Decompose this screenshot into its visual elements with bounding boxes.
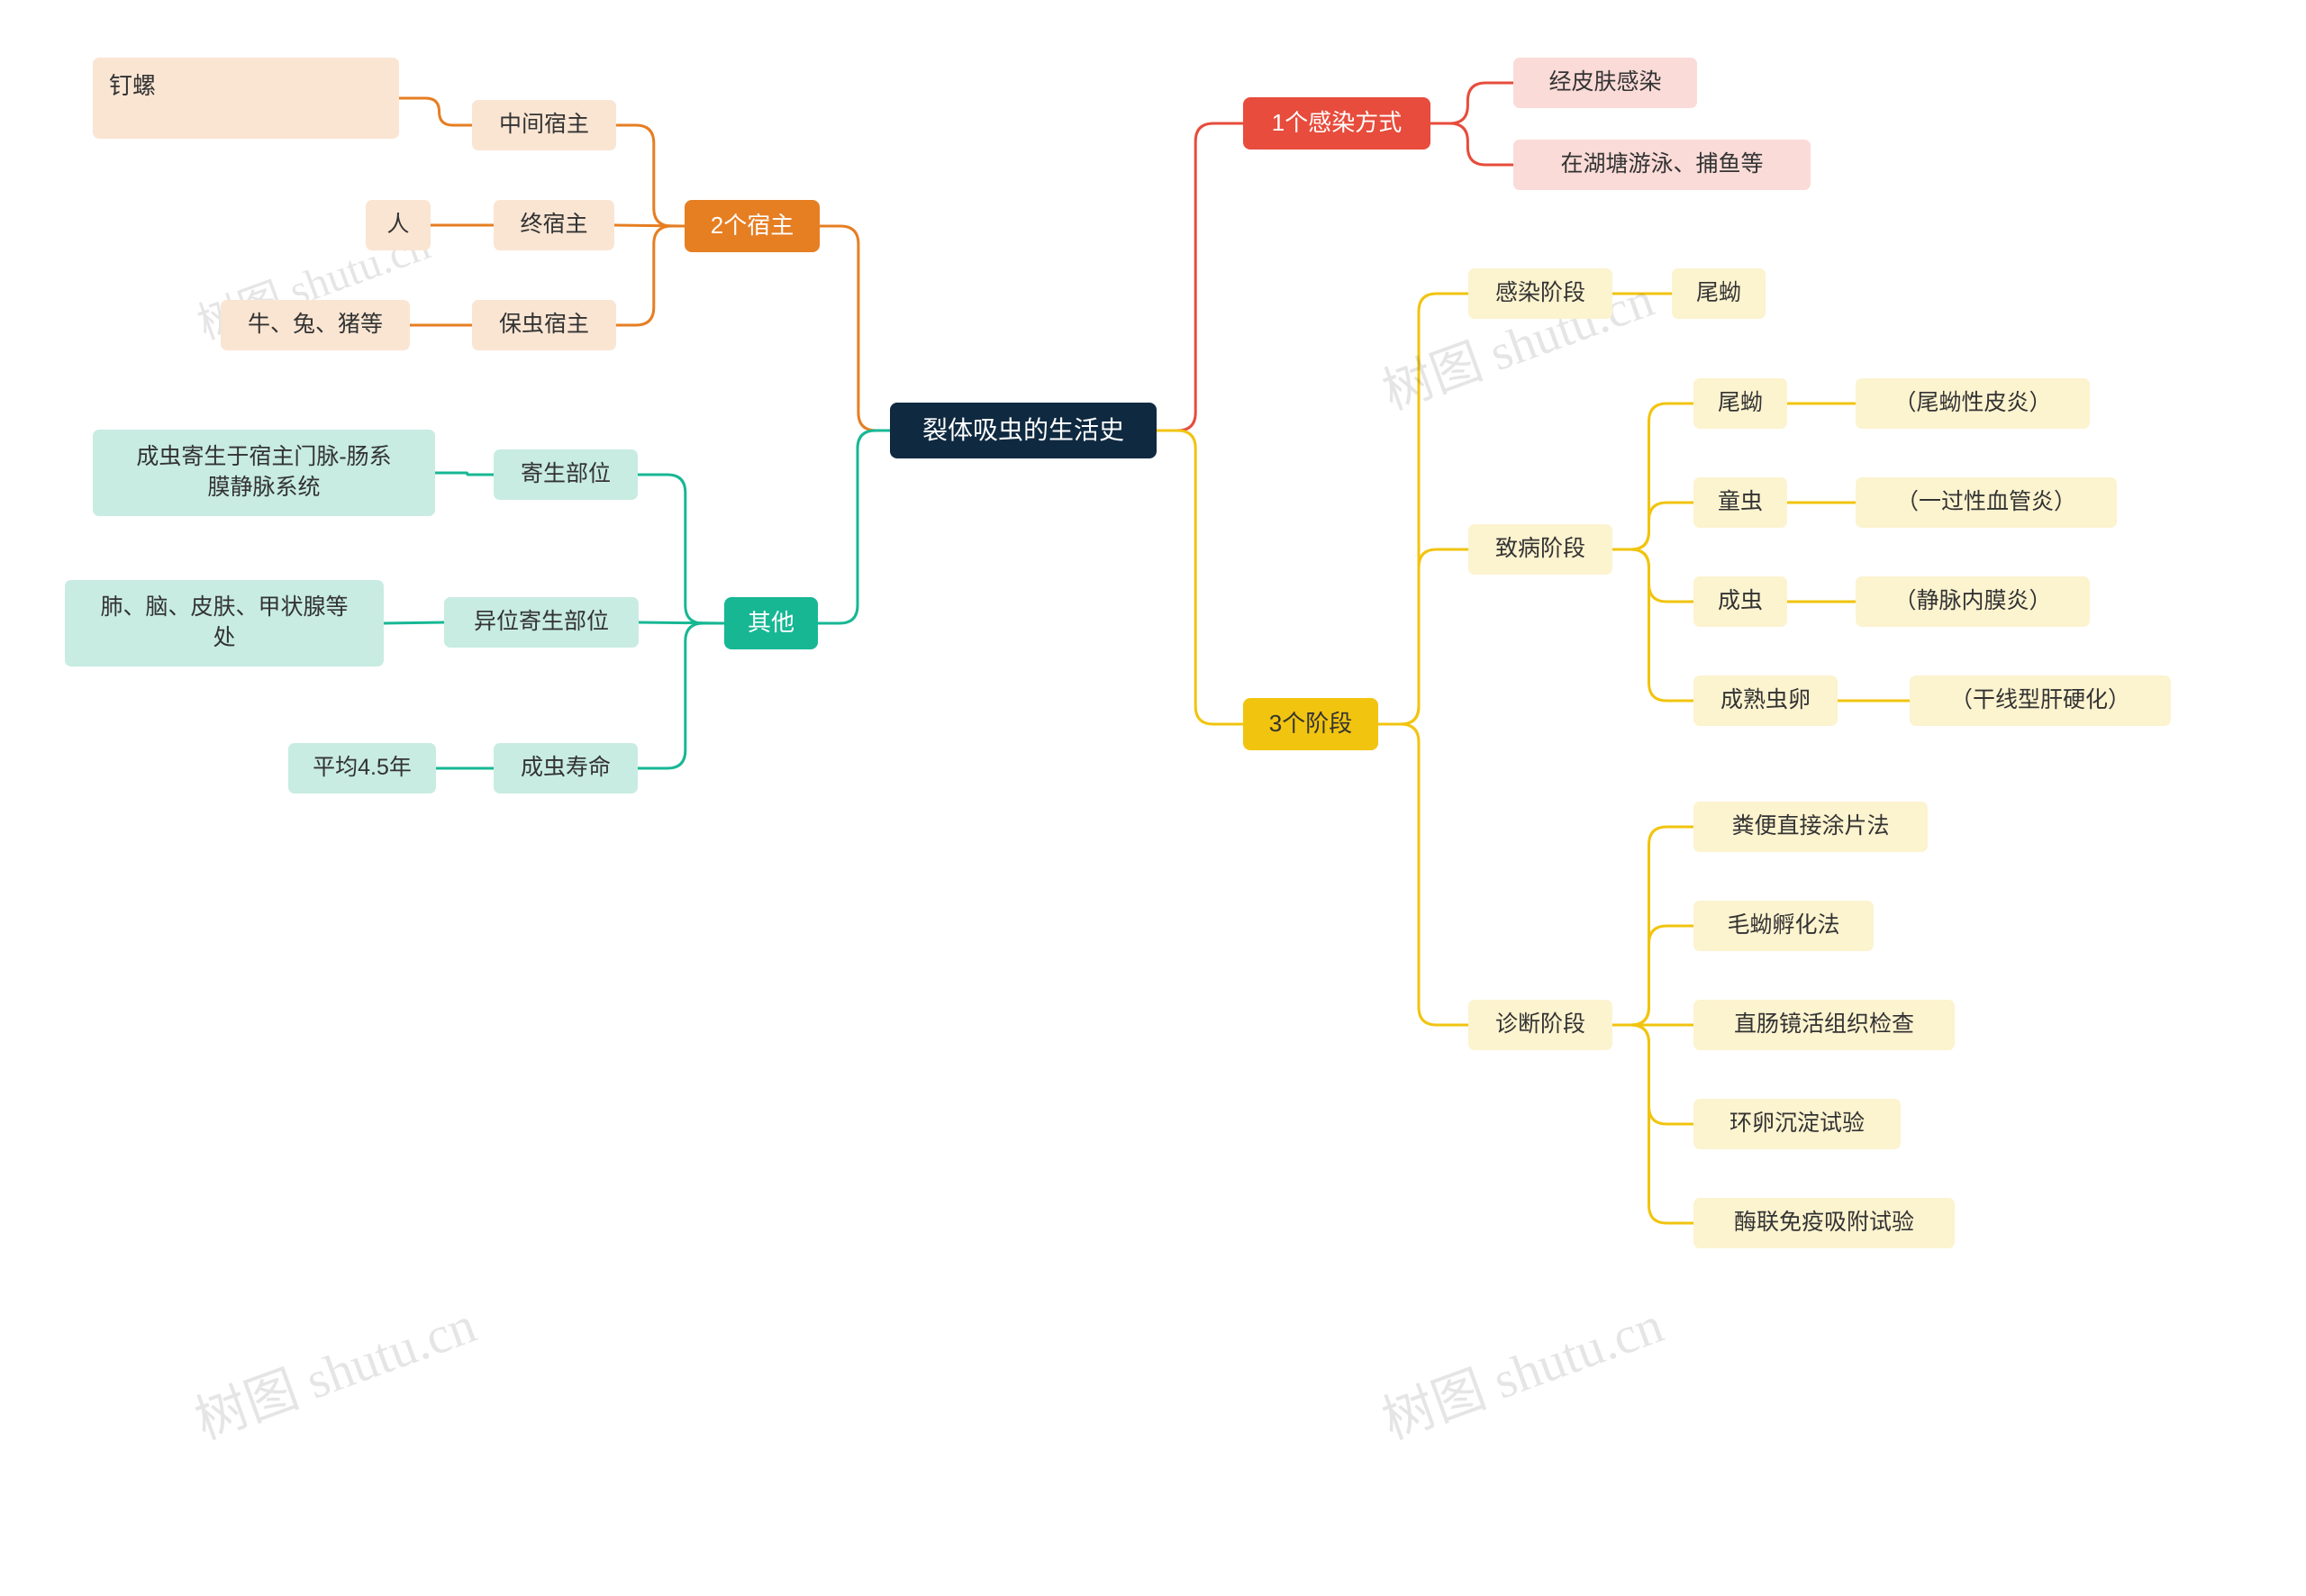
stage-pathogenic[interactable]: 致病阶段 [1468,524,1612,575]
stage-infection[interactable]: 感染阶段 [1468,268,1612,319]
leaf-skin-infection[interactable]: 经皮肤感染 [1513,58,1697,108]
host-reservoir[interactable]: 保虫宿主 [472,300,616,350]
leaf-path-adult-note[interactable]: （静脉内膜炎） [1856,576,2090,627]
branch-infection-method[interactable]: 1个感染方式 [1243,97,1430,150]
leaf-lifespan-detail[interactable]: 平均4.5年 [288,743,436,793]
host-definitive[interactable]: 终宿主 [494,200,614,250]
leaf-path-adult[interactable]: 成虫 [1693,576,1787,627]
host-intermediate[interactable]: 中间宿主 [472,100,616,150]
branch-three-stages[interactable]: 3个阶段 [1243,698,1378,750]
connectors-layer [0,0,2306,1596]
other-site[interactable]: 寄生部位 [494,449,638,500]
leaf-ectopic-detail[interactable]: 肺、脑、皮肤、甲状腺等 处 [65,580,384,667]
leaf-path-larva[interactable]: 童虫 [1693,477,1787,528]
leaf-diag-hatching[interactable]: 毛蚴孵化法 [1693,901,1874,951]
stage-diagnosis[interactable]: 诊断阶段 [1468,1000,1612,1050]
leaf-cattle-etc[interactable]: 牛、兔、猪等 [221,300,410,350]
other-lifespan[interactable]: 成虫寿命 [494,743,638,793]
leaf-diag-copt[interactable]: 环卵沉淀试验 [1693,1099,1901,1149]
leaf-path-egg-note[interactable]: （干线型肝硬化） [1910,676,2171,726]
leaf-site-detail[interactable]: 成虫寄生于宿主门脉-肠系 膜静脉系统 [93,430,435,516]
mindmap-canvas: { "canvas": { "width": 2560, "height": 1… [0,0,2306,1596]
leaf-path-cercaria-note[interactable]: （尾蚴性皮炎） [1856,378,2090,429]
leaf-oncomelania[interactable]: 钉螺 [93,58,399,139]
leaf-cercaria[interactable]: 尾蚴 [1672,268,1766,319]
watermark: 树图 shutu.cn [1370,1283,1672,1454]
watermark: 树图 shutu.cn [183,1283,485,1454]
branch-other[interactable]: 其他 [724,597,818,649]
root-node[interactable]: 裂体吸虫的生活史 [890,403,1157,458]
leaf-path-egg[interactable]: 成熟虫卵 [1693,676,1838,726]
branch-two-hosts[interactable]: 2个宿主 [685,200,820,252]
leaf-diag-rectoscopy[interactable]: 直肠镜活组织检查 [1693,1000,1955,1050]
leaf-path-cercaria[interactable]: 尾蚴 [1693,378,1787,429]
leaf-water-activities[interactable]: 在湖塘游泳、捕鱼等 [1513,140,1811,190]
leaf-human[interactable]: 人 [366,200,431,250]
leaf-diag-smear[interactable]: 粪便直接涂片法 [1693,802,1928,852]
leaf-path-larva-note[interactable]: （一过性血管炎） [1856,477,2117,528]
leaf-diag-elisa[interactable]: 酶联免疫吸附试验 [1693,1198,1955,1248]
other-ectopic[interactable]: 异位寄生部位 [444,597,639,648]
